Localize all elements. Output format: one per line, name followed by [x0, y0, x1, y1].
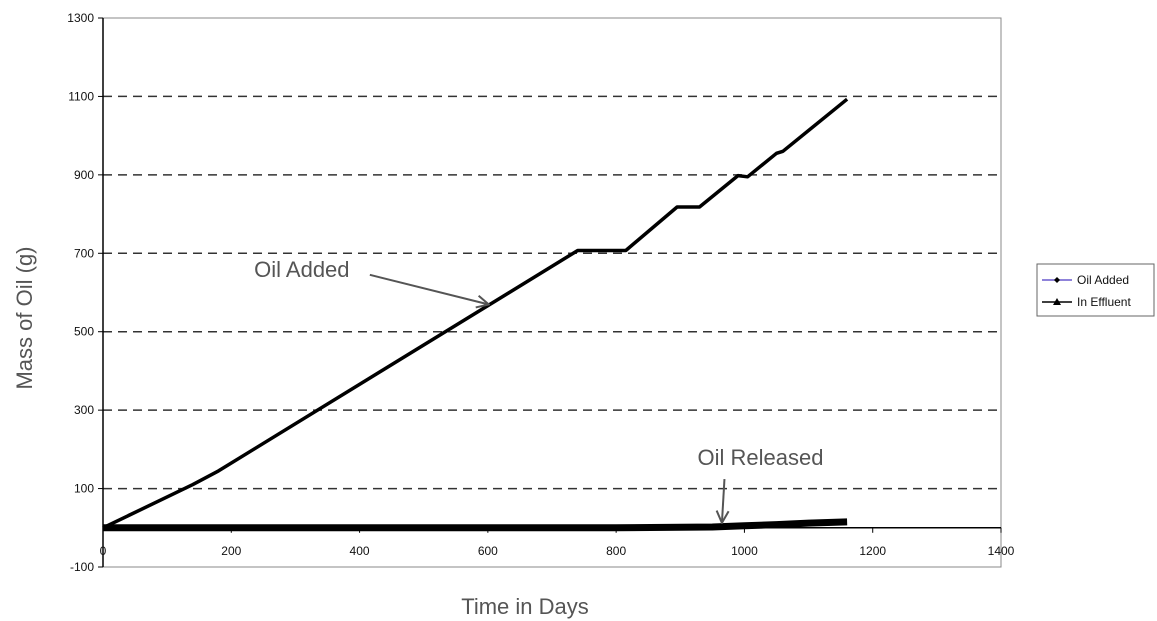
x-axis-title: Time in Days — [461, 594, 589, 619]
y-axis-ticks: -100 100 300 500 700 900 1100 1300 — [67, 11, 103, 574]
legend: Oil Added In Effluent — [1036, 263, 1155, 317]
x-tick-label-0: 0 — [100, 544, 107, 558]
x-tick-label-1400: 1400 — [988, 544, 1015, 558]
annotation-oil-added: Oil Added — [254, 257, 349, 282]
y-tick-label-500: 500 — [74, 325, 94, 339]
gridlines — [103, 95, 1001, 490]
y-tick-label-900: 900 — [74, 168, 94, 182]
series-line-oil-added — [102, 97, 849, 530]
x-tick-label-600: 600 — [478, 544, 498, 558]
y-tick-label--100: -100 — [70, 560, 94, 574]
series-line-in-effluent — [103, 518, 848, 532]
legend-box — [1036, 263, 1155, 317]
series-layer — [102, 97, 849, 532]
plot-area — [102, 17, 1002, 568]
x-axis-ticks: 0 200 400 600 800 1000 1200 1400 — [100, 527, 1015, 558]
legend-label-oil-added: Oil Added — [1077, 273, 1129, 287]
x-tick-label-400: 400 — [350, 544, 370, 558]
y-tick-label-300: 300 — [74, 403, 94, 417]
x-tick-label-800: 800 — [606, 544, 626, 558]
legend-marker-oil-added — [1054, 277, 1060, 283]
annotation-arrow-oil-added — [369, 273, 488, 304]
y-tick-label-1100: 1100 — [68, 89, 94, 103]
y-tick-label-700: 700 — [74, 246, 94, 260]
y-axis-title: Mass of Oil (g) — [12, 246, 37, 389]
legend-marker-in-effluent — [1053, 298, 1061, 305]
annotation-arrow-oil-released — [722, 478, 724, 522]
x-tick-label-200: 200 — [221, 544, 241, 558]
x-tick-label-1200: 1200 — [859, 544, 886, 558]
annotation-oil-released: Oil Released — [697, 445, 823, 470]
y-tick-label-100: 100 — [74, 482, 94, 496]
annotations-layer: Oil Added Oil Released — [254, 257, 823, 522]
legend-label-in-effluent: In Effluent — [1077, 295, 1131, 309]
x-tick-label-1000: 1000 — [731, 544, 758, 558]
y-tick-label-1300: 1300 — [67, 11, 94, 25]
